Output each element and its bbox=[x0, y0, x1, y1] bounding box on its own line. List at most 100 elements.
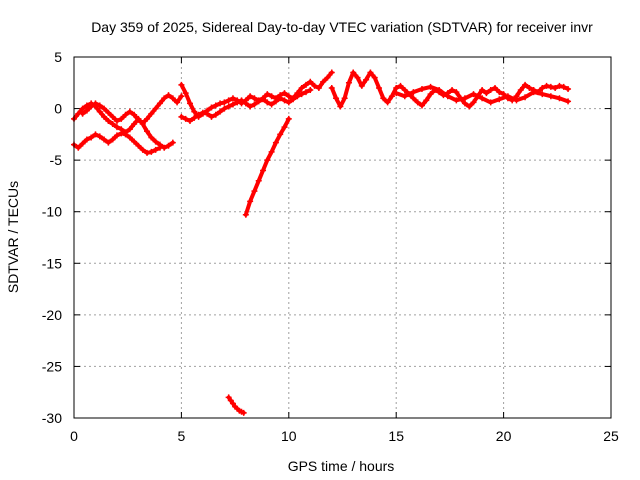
data-point bbox=[272, 139, 279, 146]
data-point bbox=[307, 87, 314, 94]
data-point bbox=[427, 91, 434, 98]
data-point bbox=[109, 136, 116, 143]
tick-layer: 0 5 10 15 20 25 5 0 -5 -10 -15 -20 -25 -30 bbox=[42, 49, 619, 444]
data-point bbox=[208, 113, 215, 120]
data-point bbox=[268, 93, 275, 100]
series-track-c bbox=[79, 92, 185, 127]
data-point bbox=[247, 93, 254, 100]
data-point bbox=[371, 74, 378, 81]
data-point bbox=[277, 95, 284, 102]
data-point bbox=[92, 131, 99, 138]
data-point bbox=[186, 100, 193, 107]
data-point bbox=[191, 114, 198, 121]
data-point bbox=[358, 82, 365, 89]
data-point bbox=[109, 121, 116, 128]
data-point bbox=[496, 89, 503, 96]
data-point bbox=[272, 98, 279, 105]
data-point bbox=[122, 131, 129, 138]
data-point bbox=[333, 95, 340, 102]
series-layer bbox=[71, 69, 572, 416]
data-point bbox=[217, 108, 224, 115]
data-point bbox=[522, 94, 529, 101]
data-point bbox=[543, 82, 550, 89]
data-point bbox=[552, 84, 559, 91]
data-point bbox=[539, 84, 546, 91]
data-point bbox=[264, 99, 271, 106]
data-point bbox=[496, 96, 503, 103]
data-point bbox=[139, 120, 146, 127]
data-point bbox=[178, 113, 185, 120]
data-point bbox=[221, 99, 228, 106]
data-point bbox=[315, 84, 322, 91]
data-point bbox=[101, 105, 108, 112]
data-point bbox=[161, 95, 168, 102]
data-point bbox=[470, 99, 477, 106]
data-point bbox=[285, 99, 292, 106]
series-track-b bbox=[71, 130, 163, 156]
x-tick-label: 10 bbox=[281, 428, 297, 444]
data-point bbox=[556, 82, 563, 89]
data-point bbox=[281, 124, 288, 131]
data-point bbox=[277, 131, 284, 138]
series-track-e bbox=[178, 87, 314, 124]
plot-frame bbox=[73, 56, 612, 419]
data-point bbox=[139, 146, 146, 153]
data-point bbox=[75, 144, 82, 151]
x-tick-label: 20 bbox=[496, 428, 512, 444]
data-point bbox=[341, 95, 348, 102]
data-point bbox=[247, 103, 254, 110]
data-point bbox=[174, 99, 181, 106]
data-point bbox=[212, 111, 219, 118]
data-point bbox=[242, 100, 249, 107]
y-axis-title: SDTVAR / TECUs bbox=[5, 181, 21, 293]
data-point bbox=[135, 116, 142, 123]
data-point bbox=[118, 130, 125, 137]
y-tick-label: 5 bbox=[54, 49, 62, 65]
data-point bbox=[260, 96, 267, 103]
data-point bbox=[165, 142, 172, 149]
data-point bbox=[83, 136, 90, 143]
data-point bbox=[264, 91, 271, 98]
data-point bbox=[221, 105, 228, 112]
data-point bbox=[126, 126, 133, 133]
data-point bbox=[547, 83, 554, 90]
data-point bbox=[152, 146, 159, 153]
data-point bbox=[453, 97, 460, 104]
data-point bbox=[229, 101, 236, 108]
data-point bbox=[225, 103, 232, 110]
data-point bbox=[208, 104, 215, 111]
data-point bbox=[307, 78, 314, 85]
data-point bbox=[178, 93, 185, 100]
data-point bbox=[96, 133, 103, 140]
data-point bbox=[126, 108, 133, 115]
data-point bbox=[436, 87, 443, 94]
data-point bbox=[401, 93, 408, 100]
data-point bbox=[186, 117, 193, 124]
data-point bbox=[328, 84, 335, 91]
data-point bbox=[79, 140, 86, 147]
data-point bbox=[96, 108, 103, 115]
y-tick-label: -30 bbox=[42, 410, 62, 426]
data-point bbox=[328, 69, 335, 76]
data-point bbox=[225, 394, 232, 401]
data-point bbox=[268, 148, 275, 155]
data-point bbox=[320, 78, 327, 85]
data-point bbox=[156, 144, 163, 151]
data-point bbox=[380, 95, 387, 102]
data-point bbox=[148, 148, 155, 155]
data-point bbox=[479, 95, 486, 102]
data-point bbox=[144, 149, 151, 156]
data-point bbox=[449, 87, 456, 94]
data-point bbox=[191, 108, 198, 115]
data-point bbox=[376, 84, 383, 91]
data-point bbox=[83, 102, 90, 109]
data-point bbox=[240, 409, 247, 416]
data-point bbox=[504, 93, 511, 100]
data-point bbox=[453, 89, 460, 96]
data-point bbox=[227, 397, 234, 404]
data-point bbox=[487, 87, 494, 94]
data-point bbox=[79, 110, 86, 117]
data-point bbox=[418, 85, 425, 92]
data-point bbox=[466, 103, 473, 110]
